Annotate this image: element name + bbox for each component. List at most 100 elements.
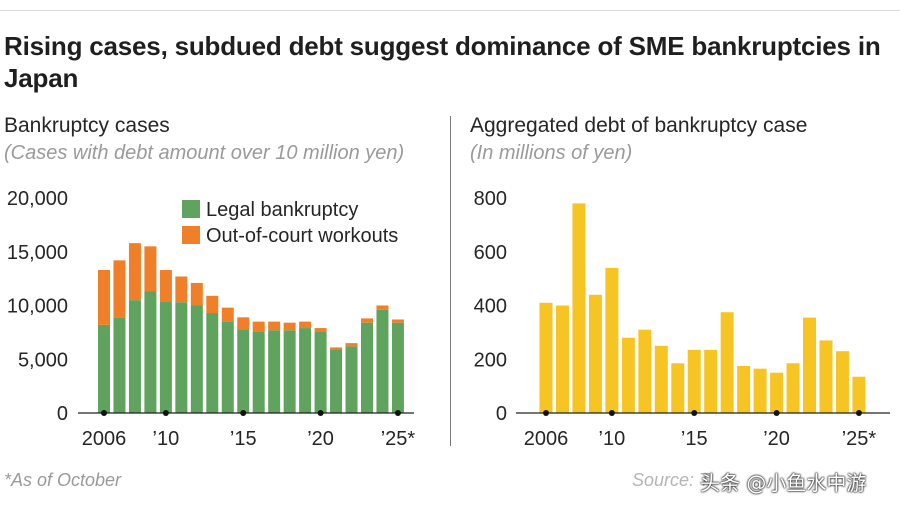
left-x-tick-dot — [317, 410, 324, 416]
source-note: Source: T — [632, 470, 711, 490]
left-x-tick-label: ’10 — [153, 428, 180, 450]
left-y-tick-label: 20,000 — [7, 188, 68, 210]
right-x-tick-dot — [855, 410, 862, 416]
right-bar-2017 — [720, 312, 734, 413]
left-bar-series0-2018 — [283, 330, 296, 413]
left-bar-series1-2021 — [330, 347, 343, 350]
right-bar-2008 — [572, 203, 586, 414]
right-bar-2023 — [819, 340, 833, 413]
panel-divider — [450, 116, 451, 446]
left-bar-series0-2014 — [221, 321, 234, 414]
left-bar-series1-2010 — [159, 270, 172, 302]
left-bar-series0-2011 — [175, 302, 188, 413]
left-bar-series0-2006 — [98, 324, 110, 413]
watermark: 头条 @小鱼水中游 — [700, 471, 867, 495]
right-bar-2025 — [852, 376, 866, 413]
left-bar-series1-2014 — [221, 307, 234, 322]
left-bar-series1-2016 — [252, 321, 265, 332]
left-bar-series0-2012 — [190, 305, 203, 413]
right-bar-2022 — [803, 317, 817, 413]
right-bar-2009 — [588, 294, 602, 413]
left-x-tick-dot — [394, 410, 401, 416]
left-legend-label-0: Legal bankruptcy — [206, 199, 358, 221]
right-y-tick-label: 0 — [496, 403, 507, 425]
right-bar-2013 — [654, 345, 668, 413]
left-bar-series1-2019 — [299, 321, 312, 329]
left-bar-series0-2008 — [128, 300, 141, 414]
right-y-tick-label: 200 — [474, 349, 507, 371]
right-bar-2016 — [704, 349, 718, 413]
right-bar-2015 — [687, 349, 701, 413]
left-bar-series1-2006 — [98, 270, 110, 325]
right-bar-2021 — [786, 363, 800, 413]
left-bar-series0-2017 — [268, 330, 281, 413]
left-chart-subtitle: (Cases with debt amount over 10 million … — [4, 142, 405, 164]
right-bar-2012 — [638, 329, 652, 413]
right-y-tick-label: 400 — [474, 296, 507, 318]
left-y-tick-label: 10,000 — [7, 296, 68, 318]
right-x-tick-dot — [608, 410, 615, 416]
left-bar-series1-2015 — [237, 317, 250, 330]
left-legend-label-1: Out-of-court workouts — [206, 225, 398, 247]
left-x-tick-label: ’20 — [307, 428, 334, 450]
right-bar-2010 — [605, 267, 619, 414]
right-bar-2006 — [539, 302, 553, 413]
left-x-tick-dot — [101, 410, 107, 416]
left-bar-series1-2020 — [314, 328, 327, 332]
footnote: *As of October — [4, 470, 122, 490]
left-bar-series0-2022 — [345, 346, 358, 413]
right-bar-2024 — [835, 351, 849, 413]
right-bar-2011 — [621, 337, 635, 413]
left-legend-swatch-1 — [182, 226, 200, 244]
left-bar-series1-2008 — [128, 243, 141, 301]
right-x-tick-dot — [691, 410, 698, 416]
left-bar-series0-2009 — [144, 291, 157, 413]
left-bar-series1-2017 — [268, 321, 281, 331]
left-bar-series0-2007 — [113, 317, 126, 413]
left-bar-series0-2010 — [159, 301, 172, 413]
left-bar-series0-2024 — [376, 309, 389, 413]
left-y-tick-label: 5,000 — [18, 349, 68, 371]
right-bar-2018 — [737, 365, 751, 413]
left-chart-title: Bankruptcy cases — [4, 114, 170, 137]
left-bar-series1-2025 — [391, 319, 404, 323]
right-x-tick-dot — [543, 410, 549, 416]
left-bar-series1-2012 — [190, 282, 203, 306]
right-x-tick-label: ’15 — [681, 428, 708, 450]
right-y-tick-label: 600 — [474, 242, 507, 264]
right-x-tick-label: 2006 — [524, 428, 569, 450]
left-bar-series0-2025 — [391, 322, 404, 413]
right-x-tick-label: ’10 — [599, 428, 626, 450]
left-bar-series1-2024 — [376, 305, 389, 310]
left-bar-series1-2013 — [206, 295, 219, 314]
left-x-tick-dot — [240, 410, 247, 416]
right-bar-2014 — [671, 363, 685, 413]
left-bar-series0-2015 — [237, 329, 250, 413]
left-y-tick-label: 0 — [57, 403, 68, 425]
right-y-tick-label: 800 — [474, 188, 507, 210]
left-x-tick-label: 2006 — [82, 428, 127, 450]
left-bar-series1-2009 — [144, 246, 157, 292]
left-bar-series0-2023 — [360, 322, 373, 413]
left-x-tick-dot — [162, 410, 169, 416]
left-bar-series0-2020 — [314, 331, 327, 413]
left-bar-series0-2013 — [206, 313, 219, 413]
left-x-tick-label: ’15 — [230, 428, 257, 450]
left-bar-series1-2018 — [283, 322, 296, 331]
right-x-tick-label: ’25* — [842, 428, 877, 450]
right-x-tick-label: ’20 — [763, 428, 790, 450]
left-bar-series1-2007 — [113, 260, 126, 318]
right-x-tick-dot — [773, 410, 780, 416]
right-bar-2020 — [770, 372, 784, 413]
left-bar-series0-2021 — [330, 349, 343, 413]
left-bar-series1-2022 — [345, 343, 358, 347]
left-bar-series0-2019 — [299, 328, 312, 413]
left-bar-series0-2016 — [252, 331, 265, 413]
left-x-tick-label: ’25* — [381, 428, 416, 450]
left-y-tick-label: 15,000 — [7, 242, 68, 264]
left-bar-series1-2023 — [360, 318, 373, 323]
left-legend-swatch-0 — [182, 200, 200, 218]
right-bar-2007 — [555, 305, 569, 413]
page-title: Rising cases, subdued debt suggest domin… — [4, 31, 881, 93]
